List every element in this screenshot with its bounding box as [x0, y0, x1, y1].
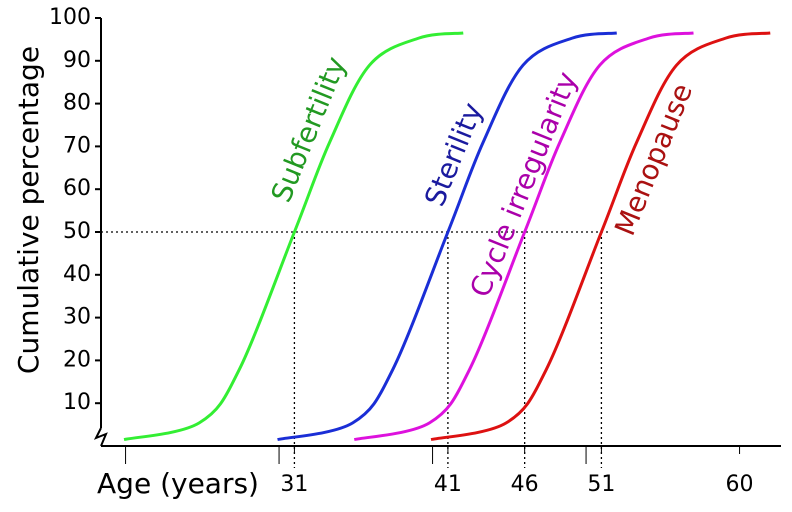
curve	[353, 31, 694, 442]
y-axis-label: Cumulative percentage	[12, 46, 45, 374]
x-tick-label: 51	[587, 472, 615, 497]
x-axis-label: Age (years)	[97, 467, 259, 500]
y-tick-label: 40	[63, 262, 91, 287]
y-tick-label: 70	[63, 133, 91, 158]
curve	[123, 31, 464, 442]
curve-label: Cycle irregularity	[463, 67, 583, 302]
y-tick-label: 60	[63, 176, 91, 201]
x-tick-label: 41	[434, 472, 462, 497]
y-tick-label: 50	[63, 219, 91, 244]
y-tick-label: 10	[63, 390, 91, 415]
y-tick-label: 100	[49, 5, 91, 30]
y-tick-label: 30	[63, 305, 91, 330]
y-tick-label: 80	[63, 91, 91, 116]
curve	[430, 31, 771, 442]
x-tick-label: 46	[511, 472, 539, 497]
curve	[277, 31, 617, 442]
y-tick-label: 20	[63, 347, 91, 372]
y-tick-label: 90	[63, 48, 91, 73]
curve-label: Subfertility	[265, 52, 353, 207]
x-tick-label: 60	[726, 472, 754, 497]
x-tick-label: 31	[280, 472, 308, 497]
